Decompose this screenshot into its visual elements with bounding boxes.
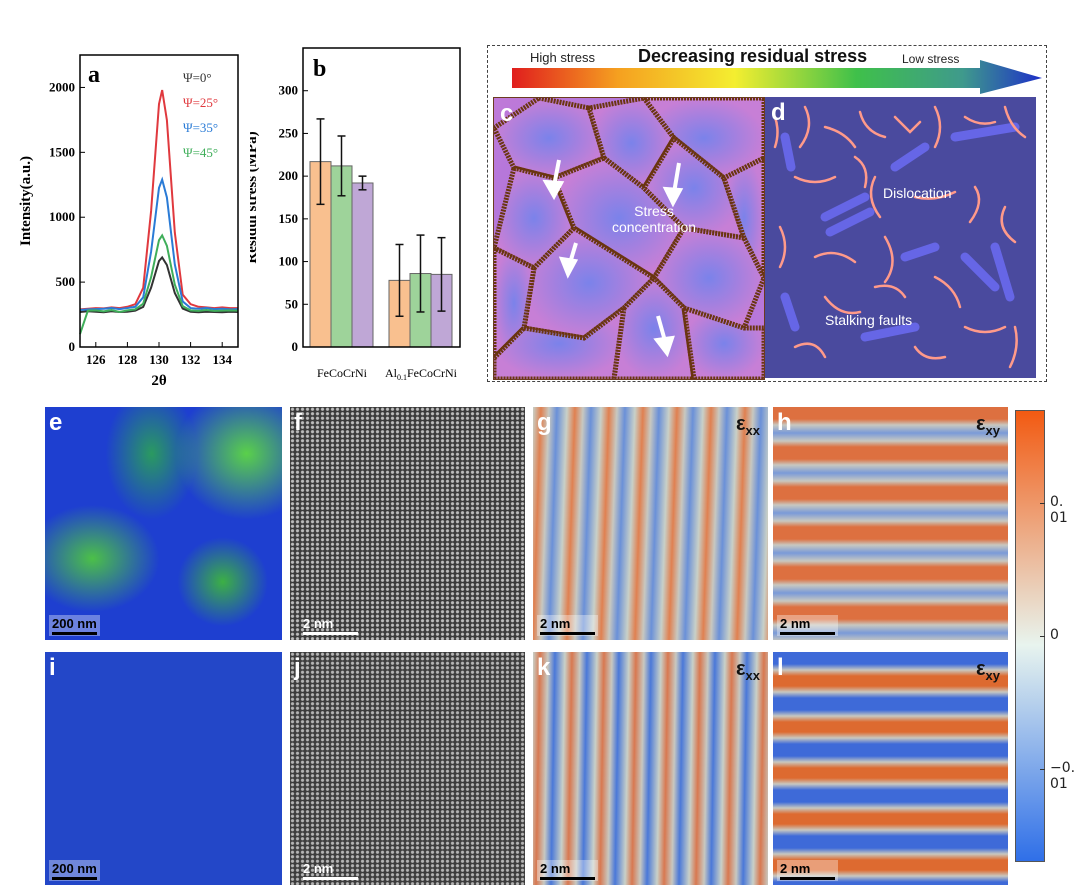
panel-f-hrtem: f 2 nm	[290, 407, 525, 640]
category-label: FeCoCrNi	[317, 366, 368, 380]
panel-i-eds-map: i 200 nm	[45, 652, 282, 885]
y-tick-label: 50	[285, 296, 298, 311]
dislocation-lines	[773, 105, 1027, 369]
y-tick-label: 200	[279, 168, 299, 183]
scale-bar-label: 200 nm	[52, 616, 97, 631]
plot-frame	[302, 47, 461, 348]
y-tick-label: 100	[279, 254, 299, 269]
stress-concentration-label: Stress concentration	[611, 203, 697, 235]
scale-bar: 200 nm	[49, 615, 100, 636]
bar	[351, 182, 374, 348]
panel-a-chart: Ψ=0° Ψ=25° Ψ=35° Ψ=45° 0 500 1000 1500 2000 126 12…	[18, 54, 239, 389]
panel-b-letter: b	[313, 56, 326, 82]
schematic-frame	[487, 45, 1047, 382]
strain-label: εxx	[736, 658, 760, 683]
series-line-2	[79, 176, 239, 312]
panel-l-letter: l	[777, 654, 784, 681]
scale-bar-label: 2 nm	[780, 616, 811, 631]
scale-bar: 2 nm	[537, 615, 598, 636]
y-axis-label: Residul stress (MPa)	[250, 131, 260, 263]
panel-e-letter: e	[49, 409, 63, 436]
x-tick-label: 128	[118, 352, 138, 367]
stress-arrows	[542, 159, 684, 358]
colorbar-tick	[1040, 503, 1045, 505]
y-tick-label: 0	[292, 339, 299, 354]
panel-h-letter: h	[777, 409, 792, 436]
strain-label: εxy	[976, 658, 1000, 683]
panel-d-defect-schematic: d Dislocation Stalking faults	[765, 97, 1036, 378]
y-tick-label: 2000	[49, 79, 75, 94]
category-label: Al0.1FeCoCrNi	[385, 366, 458, 382]
panel-h-strain-map-exy: h εxy 2 nm	[773, 407, 1008, 640]
x-tick-label: 126	[86, 352, 106, 367]
panel-k-letter: k	[537, 654, 551, 681]
panel-e-eds-map: e 200 nm	[45, 407, 282, 640]
x-axis-label: 2θ	[151, 373, 167, 389]
grain-boundaries	[494, 98, 764, 379]
panel-g-letter: g	[537, 409, 552, 436]
high-stress-label: High stress	[530, 50, 596, 65]
dislocation-label: Dislocation	[883, 185, 952, 201]
y-tick-label: 250	[279, 125, 299, 140]
stress-gradient-arrow	[512, 60, 1042, 94]
y-tick-label: 150	[279, 211, 299, 226]
scale-bar: 2 nm	[300, 615, 361, 636]
panel-a-letter: a	[88, 62, 100, 88]
y-tick-label: 300	[279, 83, 299, 98]
legend-entry: Ψ=25°	[183, 95, 218, 110]
panel-b-chart: FeCoCrNi Al0.1FeCoCrNi 0 50 100 150 200 250 300 R…	[250, 47, 461, 382]
strain-label: εxx	[736, 413, 760, 438]
panel-c-grain-schematic: c Stress concentration	[493, 97, 765, 380]
y-tick-label: 500	[56, 274, 76, 289]
panel-c-letter: c	[500, 100, 514, 127]
y-tick-label: 0	[69, 339, 76, 354]
colorbar-tick-label: −0. 01	[1050, 759, 1076, 792]
panel-l-strain-map-exy: l εxy 2 nm	[773, 652, 1008, 885]
panel-g-strain-map-exx: g εxx 2 nm	[533, 407, 768, 640]
colorbar-tick-label: 0. 01	[1050, 494, 1068, 527]
legend-entry: Ψ=35°	[183, 120, 218, 135]
strain-label: εxy	[976, 413, 1000, 438]
panel-i-letter: i	[49, 654, 56, 681]
panel-d-letter: d	[771, 99, 786, 126]
scale-bar-label: 2 nm	[303, 861, 334, 876]
scale-bar-label: 2 nm	[303, 616, 334, 631]
arrow-title: Decreasing residual stress	[638, 46, 868, 66]
scale-bar-label: 200 nm	[52, 861, 97, 876]
scale-bar-label: 2 nm	[780, 861, 811, 876]
scale-bar: 2 nm	[537, 860, 598, 881]
panel-f-letter: f	[294, 409, 302, 436]
scale-bar: 2 nm	[777, 860, 838, 881]
series-line-3	[79, 233, 239, 335]
scale-bar-label: 2 nm	[540, 616, 571, 631]
legend-entry: Ψ=45°	[183, 145, 218, 160]
y-tick-label: 1500	[49, 144, 75, 159]
scale-bar: 2 nm	[300, 860, 361, 881]
scale-bar: 200 nm	[49, 860, 100, 881]
colorbar-tick-label: 0	[1050, 627, 1059, 643]
y-tick-label: 1000	[49, 209, 75, 224]
stalking-faults-label: Stalking faults	[825, 312, 913, 328]
panel-j-hrtem: j 2 nm	[290, 652, 525, 885]
series-line-0	[79, 255, 239, 314]
x-tick-label: 130	[149, 352, 169, 367]
legend-entry: Ψ=0°	[183, 70, 212, 85]
scale-bar: 2 nm	[777, 615, 838, 636]
panel-j-letter: j	[294, 654, 301, 681]
x-tick-label: 132	[181, 352, 201, 367]
scale-bar-label: 2 nm	[540, 861, 571, 876]
colorbar-tick	[1040, 768, 1045, 770]
x-tick-label: 134	[212, 352, 232, 367]
colorbar-tick	[1040, 636, 1045, 637]
y-axis-label: Intensity(a.u.)	[18, 156, 34, 246]
panel-k-strain-map-exx: k εxx 2 nm	[533, 652, 768, 885]
low-stress-label: Low stress	[902, 52, 960, 66]
